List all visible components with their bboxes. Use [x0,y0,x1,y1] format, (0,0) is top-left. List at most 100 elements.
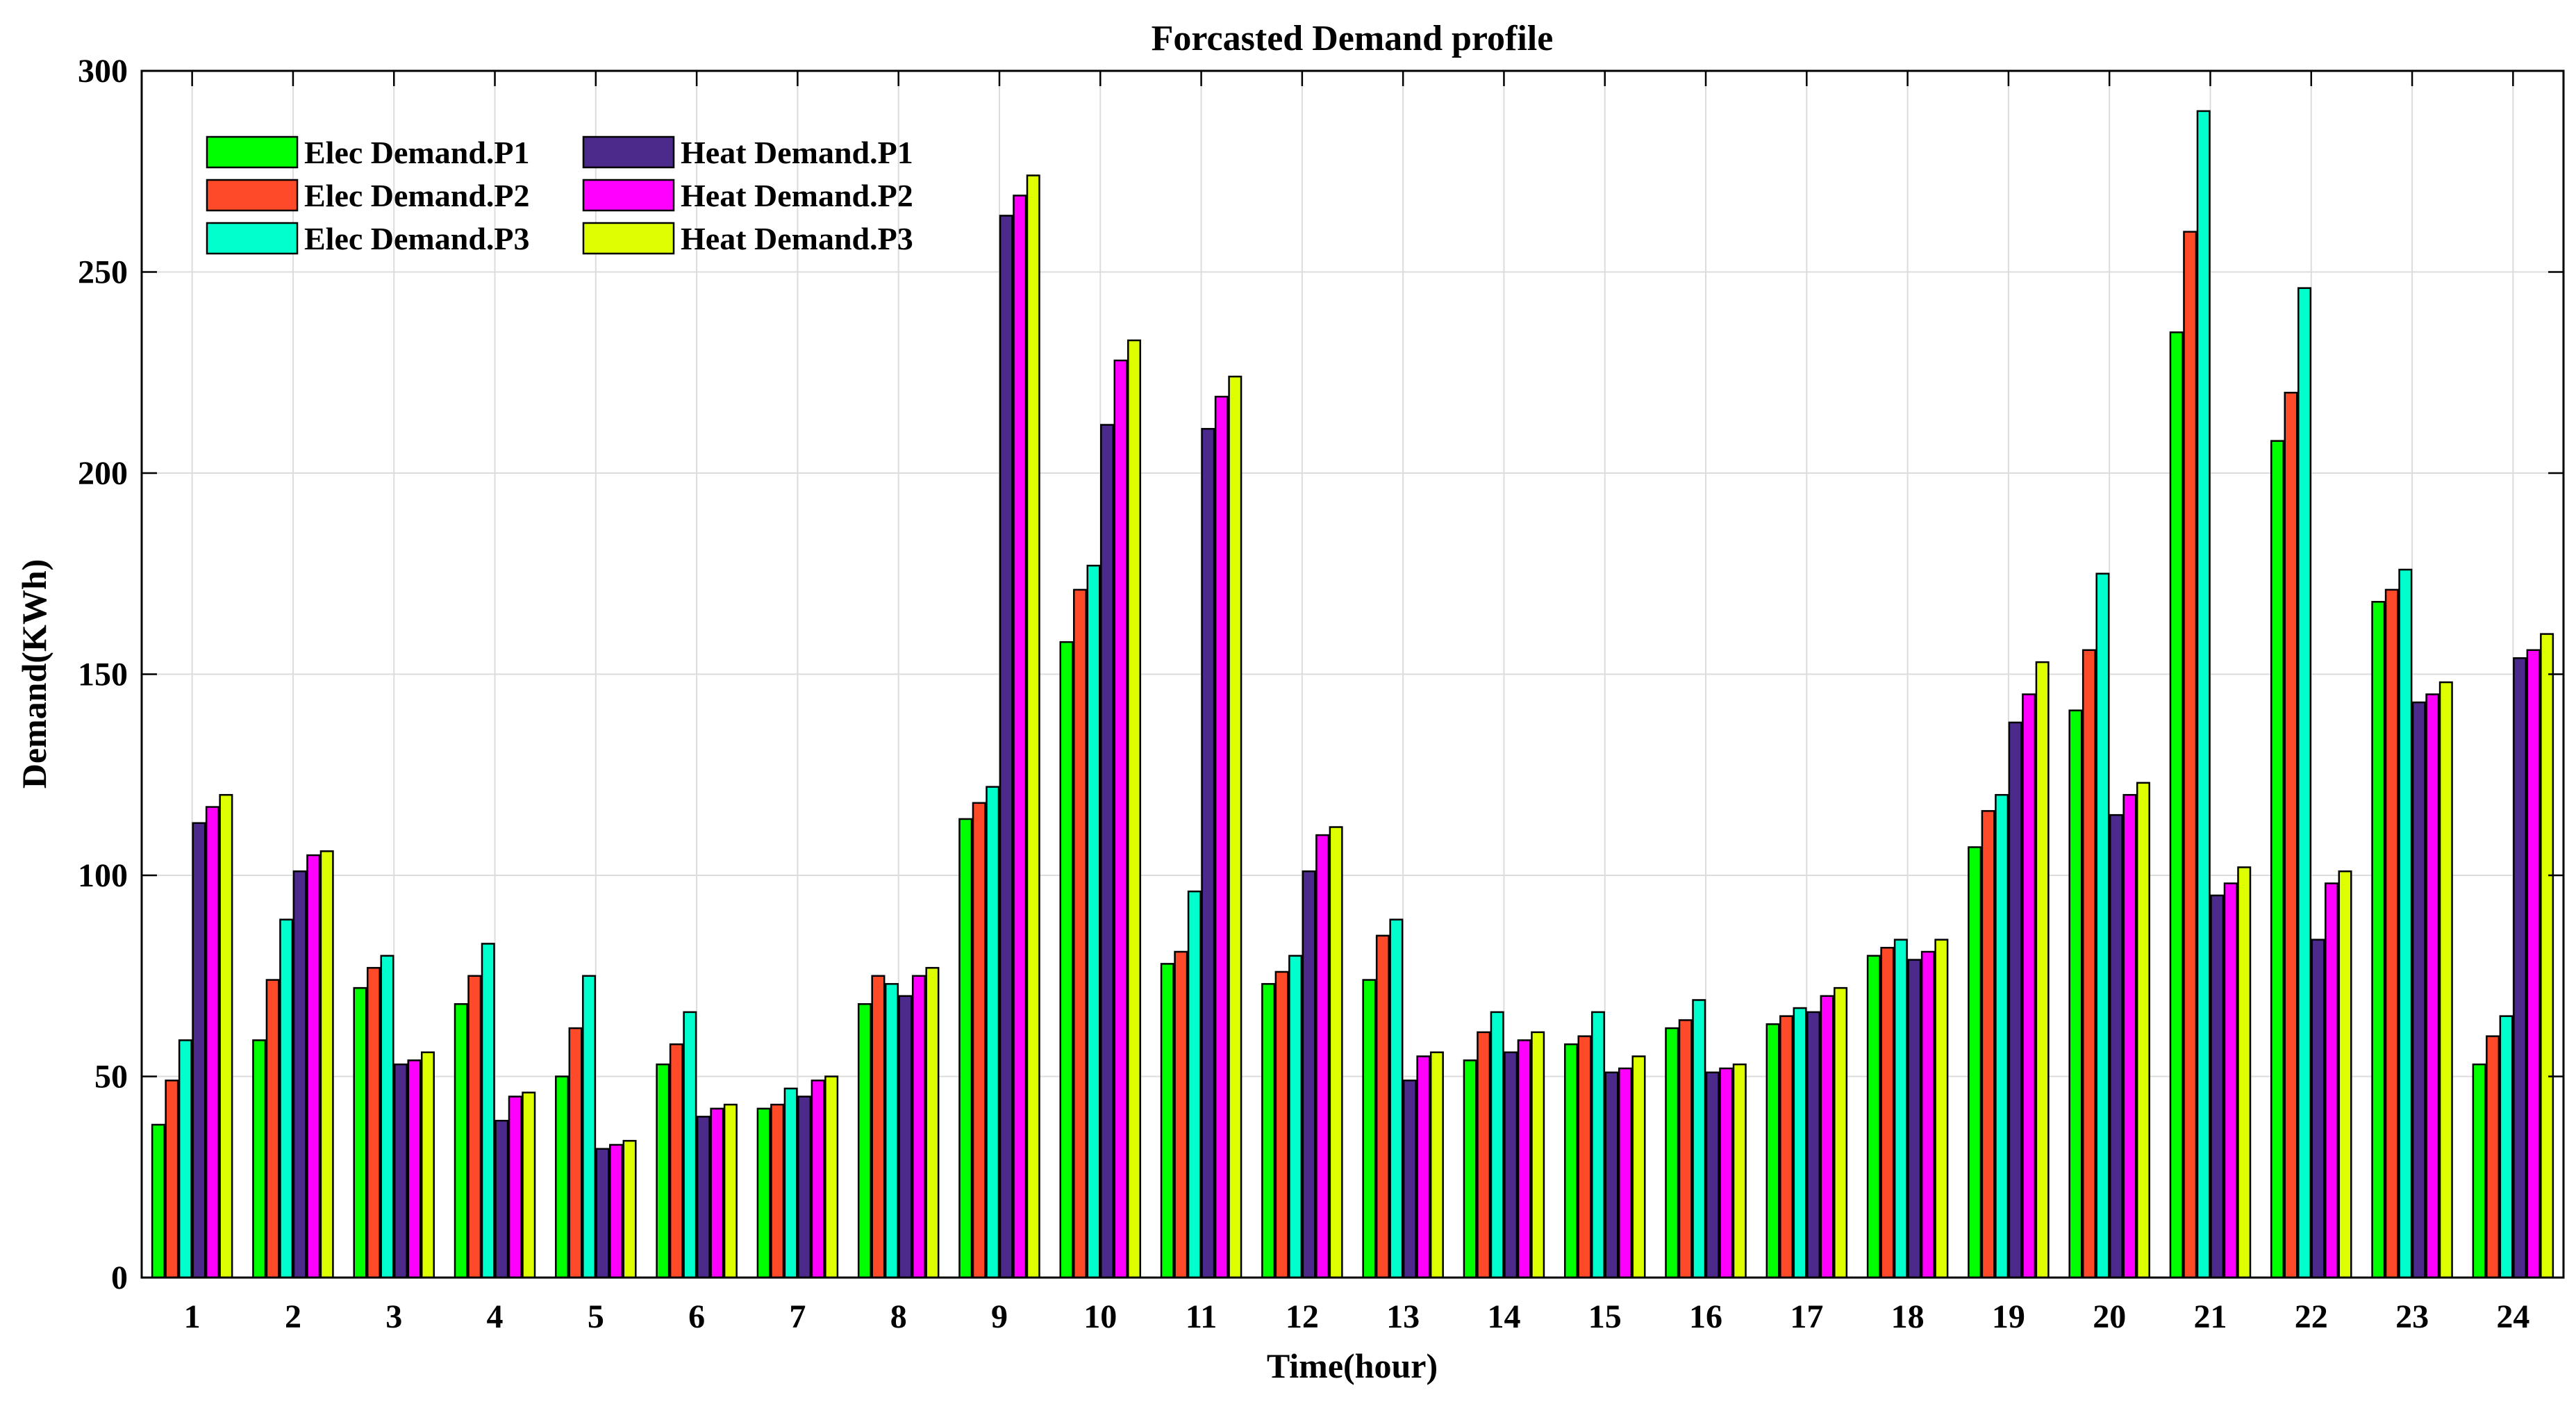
bar-elec-demand-p2-hour-4 [467,975,482,1279]
bar-elec-demand-p3-hour-23 [2398,568,2413,1279]
x-tick-label: 1 [184,1298,201,1335]
bar-heat-demand-p3-hour-2 [319,850,334,1279]
x-axis-label: Time(hour) [1267,1346,1438,1385]
bar-elec-demand-p3-hour-24 [2499,1015,2513,1279]
bar-heat-demand-p3-hour-8 [925,966,940,1279]
legend-swatch [582,222,675,255]
bar-heat-demand-p1-hour-23 [2411,701,2426,1279]
legend-swatch [206,179,299,212]
bar-elec-demand-p1-hour-11 [1160,963,1174,1279]
bar-heat-demand-p1-hour-21 [2210,894,2225,1279]
x-tick-label: 9 [991,1298,1008,1335]
y-axis-label: Demand(KWh) [15,559,53,789]
bar-elec-demand-p3-hour-19 [1995,793,2009,1279]
bar-elec-demand-p3-hour-20 [2095,572,2110,1279]
bar-heat-demand-p2-hour-21 [2223,882,2238,1279]
bar-elec-demand-p2-hour-14 [1477,1031,1491,1279]
bar-elec-demand-p2-hour-13 [1375,934,1390,1279]
bar-heat-demand-p1-hour-5 [595,1148,610,1279]
bar-elec-demand-p1-hour-24 [2472,1063,2486,1279]
bar-heat-demand-p3-hour-10 [1127,339,1142,1279]
bar-elec-demand-p2-hour-6 [669,1043,683,1279]
bar-heat-demand-p1-hour-1 [192,822,206,1279]
bar-heat-demand-p2-hour-17 [1820,995,1834,1279]
bar-heat-demand-p3-hour-12 [1329,826,1343,1279]
bar-heat-demand-p1-hour-8 [898,995,913,1279]
bar-heat-demand-p2-hour-3 [407,1059,422,1279]
x-tick-label: 11 [1186,1298,1217,1335]
bar-elec-demand-p3-hour-14 [1490,1011,1504,1279]
bar-heat-demand-p2-hour-9 [1013,195,1027,1279]
bar-elec-demand-p3-hour-12 [1288,955,1303,1279]
y-tick-label: 150 [78,656,128,693]
bar-elec-demand-p1-hour-23 [2371,601,2386,1279]
legend-label: Elec Demand.P3 [304,221,530,256]
bar-heat-demand-p3-hour-19 [2035,661,2050,1279]
bar-heat-demand-p3-hour-16 [1732,1063,1747,1279]
bar-heat-demand-p3-hour-22 [2338,870,2352,1279]
bar-heat-demand-p3-hour-9 [1026,174,1040,1279]
x-tick-label: 18 [1891,1298,1925,1335]
x-tick-label: 20 [2093,1298,2126,1335]
bar-elec-demand-p1-hour-17 [1765,1023,1780,1279]
chart-title: Forcasted Demand profile [1152,19,1554,58]
bar-heat-demand-p3-hour-24 [2540,633,2554,1279]
bar-heat-demand-p1-hour-4 [495,1119,509,1279]
bar-elec-demand-p3-hour-5 [582,975,597,1279]
bar-heat-demand-p2-hour-2 [306,854,321,1279]
bar-elec-demand-p1-hour-12 [1261,983,1276,1279]
x-tick-label: 16 [1689,1298,1722,1335]
bar-heat-demand-p2-hour-5 [609,1143,624,1279]
bar-elec-demand-p1-hour-19 [1968,846,1982,1279]
bar-heat-demand-p1-hour-22 [2311,939,2325,1279]
bar-elec-demand-p1-hour-4 [454,1003,468,1279]
bar-heat-demand-p1-hour-14 [1504,1051,1518,1279]
bar-elec-demand-p3-hour-7 [783,1087,798,1279]
y-tick-label: 250 [78,254,128,291]
bar-heat-demand-p3-hour-1 [219,793,233,1279]
bar-heat-demand-p3-hour-21 [2237,866,2252,1279]
bar-elec-demand-p1-hour-22 [2270,440,2285,1279]
bar-heat-demand-p2-hour-1 [205,806,219,1279]
bar-elec-demand-p2-hour-24 [2486,1035,2500,1279]
x-tick-label: 13 [1386,1298,1420,1335]
x-tick-label: 24 [2496,1298,2529,1335]
bar-heat-demand-p2-hour-23 [2425,693,2440,1279]
bar-elec-demand-p2-hour-20 [2081,649,2096,1279]
bar-heat-demand-p1-hour-15 [1604,1071,1619,1279]
x-tick-label: 7 [789,1298,806,1335]
bar-elec-demand-p1-hour-8 [857,1003,872,1279]
legend-swatch [206,135,299,169]
bar-heat-demand-p1-hour-12 [1302,870,1316,1279]
bar-heat-demand-p2-hour-22 [2325,882,2339,1279]
bar-heat-demand-p1-hour-2 [292,870,307,1279]
bar-heat-demand-p3-hour-13 [1429,1051,1444,1279]
bar-heat-demand-p2-hour-13 [1416,1055,1431,1279]
bar-heat-demand-p1-hour-16 [1705,1071,1720,1279]
bar-elec-demand-p2-hour-23 [2384,588,2399,1279]
bar-elec-demand-p1-hour-14 [1463,1059,1477,1279]
bar-heat-demand-p2-hour-6 [710,1107,724,1279]
bar-elec-demand-p2-hour-16 [1678,1019,1693,1279]
bar-heat-demand-p3-hour-6 [723,1103,738,1279]
bar-elec-demand-p1-hour-21 [2169,331,2184,1279]
legend-label: Elec Demand.P2 [304,178,530,213]
bar-heat-demand-p1-hour-24 [2513,657,2527,1279]
legend-label: Heat Demand.P3 [681,221,913,256]
bar-elec-demand-p1-hour-13 [1362,979,1377,1279]
bar-elec-demand-p1-hour-18 [1866,955,1881,1279]
x-tick-label: 15 [1588,1298,1622,1335]
bar-heat-demand-p2-hour-4 [508,1096,522,1279]
bar-elec-demand-p1-hour-10 [1059,641,1074,1279]
bar-heat-demand-p3-hour-17 [1834,986,1848,1279]
bar-elec-demand-p1-hour-15 [1563,1043,1578,1279]
bar-heat-demand-p1-hour-20 [2109,814,2123,1279]
bar-heat-demand-p3-hour-4 [522,1091,536,1279]
bar-elec-demand-p1-hour-20 [2068,709,2083,1279]
bar-heat-demand-p1-hour-19 [2008,721,2022,1279]
bar-heat-demand-p1-hour-7 [797,1096,812,1279]
bar-heat-demand-p3-hour-11 [1228,375,1243,1279]
bar-elec-demand-p1-hour-7 [756,1107,771,1279]
